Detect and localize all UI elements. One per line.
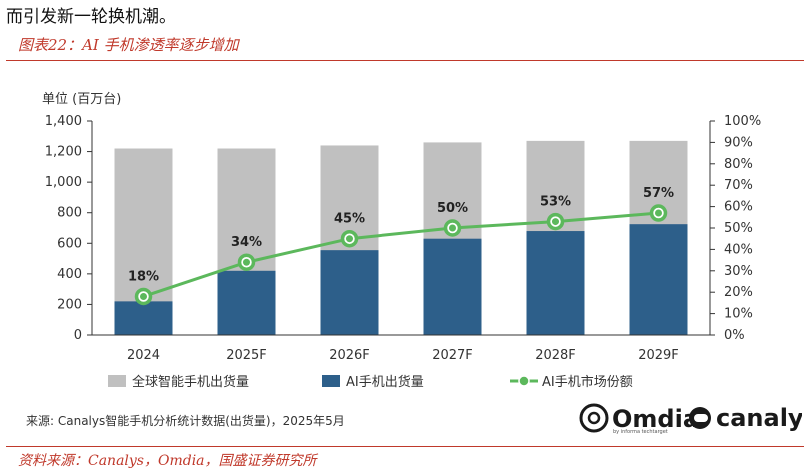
y-tick-label: 1,400 [45, 114, 82, 129]
bar-ai-shipments [114, 301, 173, 335]
legend-label-share: AI手机市场份额 [542, 374, 633, 390]
x-tick-label: 2026F [329, 348, 370, 363]
y-tick-label: 200 [57, 297, 82, 312]
y2-tick-label: 80% [724, 157, 753, 172]
x-axis: 2024 2025F 2026F 2027F 2028F 2029F [92, 334, 710, 363]
bars-group [114, 140, 688, 335]
legend-label-total: 全球智能手机出货量 [132, 374, 249, 390]
y2-tick-label: 10% [724, 307, 753, 322]
legend-swatch-share-dot [518, 375, 530, 387]
chart-source-note: 来源: Canalys智能手机分析统计数据(出货量)，2025年5月 [26, 413, 345, 428]
y2-tick-label: 20% [724, 285, 753, 300]
y-axis-left: 0 200 400 600 800 1,000 1,200 1,400 [45, 114, 93, 343]
y-tick-label: 400 [57, 267, 82, 282]
y2-tick-label: 30% [724, 264, 753, 279]
y-axis-right: 0% 10% 20% 30% 40% 50% 60% 70% 80% 90% 100% [709, 114, 761, 343]
share-line-group: 18% 34% 45% 50% 53% 57% [128, 186, 674, 306]
canalys-logo: canalys [689, 404, 802, 432]
shipment-chart: 单位 (百万台) 0 200 400 600 800 1,000 1,200 1,400 0%… [26, 92, 802, 435]
omdia-logo-mark-inner [587, 411, 601, 425]
bar-ai-shipments [320, 250, 379, 335]
legend-label-ai: AI手机出货量 [346, 374, 424, 390]
y-tick-label: 800 [57, 206, 82, 221]
share-point-core [655, 209, 662, 217]
bar-ai-shipments [423, 238, 482, 335]
share-point-core [346, 235, 353, 243]
share-point-core [140, 292, 147, 300]
share-line [143, 211, 659, 298]
y2-tick-label: 40% [724, 242, 753, 257]
share-data-label: 53% [540, 195, 571, 210]
omdia-logo-mark [579, 403, 609, 433]
y2-tick-label: 100% [724, 114, 761, 129]
y2-tick-label: 90% [724, 135, 753, 150]
bar-ai-shipments [629, 224, 688, 335]
y-tick-label: 600 [57, 236, 82, 251]
share-data-label: 45% [334, 212, 365, 227]
bar-ai-shipments [526, 231, 585, 335]
y2-tick-label: 60% [724, 200, 753, 215]
chart-panel: 单位 (百万台) 0 200 400 600 800 1,000 1,200 1,400 0%… [10, 63, 802, 443]
canalys-logo-mark-cut [694, 414, 708, 422]
y2-tick-label: 70% [724, 178, 753, 193]
y-axis-unit-label: 单位 (百万台) [42, 92, 121, 107]
share-data-label: 34% [231, 235, 262, 250]
share-point-core [449, 224, 456, 232]
top-rule [6, 60, 804, 61]
share-data-label: 50% [437, 201, 468, 216]
x-tick-label: 2025F [226, 348, 267, 363]
source-footer: 资料来源：Canalys，Omdia，国盛证券研究所 [18, 453, 317, 469]
y-tick-label: 1,200 [45, 145, 82, 160]
intro-text: 而引发新一轮换机潮。 [6, 7, 176, 27]
y-tick-label: 1,000 [45, 175, 82, 190]
x-tick-label: 2024 [127, 348, 160, 363]
omdia-logo-tagline: by informa techtarget [613, 429, 668, 435]
legend-swatch-ai [322, 375, 340, 387]
canalys-logo-text: canalys [716, 404, 802, 432]
bar-ai-shipments [217, 270, 276, 335]
legend-swatch-total [108, 375, 126, 387]
x-tick-label: 2027F [432, 348, 473, 363]
share-point-core [243, 258, 250, 266]
share-data-label: 18% [128, 269, 159, 284]
share-data-label: 57% [643, 186, 674, 201]
legend: 全球智能手机出货量 AI手机出货量 AI手机市场份额 [108, 374, 633, 390]
x-tick-label: 2029F [638, 348, 679, 363]
y2-tick-label: 0% [724, 328, 745, 343]
omdia-logo-text: Omdia [612, 405, 699, 433]
y-tick-label: 0 [74, 328, 82, 343]
omdia-logo: Omdia by informa techtarget [579, 403, 699, 435]
figure-title: 图表22：AI 手机渗透率逐步增加 [18, 36, 239, 54]
y2-tick-label: 50% [724, 221, 753, 236]
x-tick-label: 2028F [535, 348, 576, 363]
share-point-core [552, 218, 559, 226]
bottom-rule [6, 446, 804, 447]
